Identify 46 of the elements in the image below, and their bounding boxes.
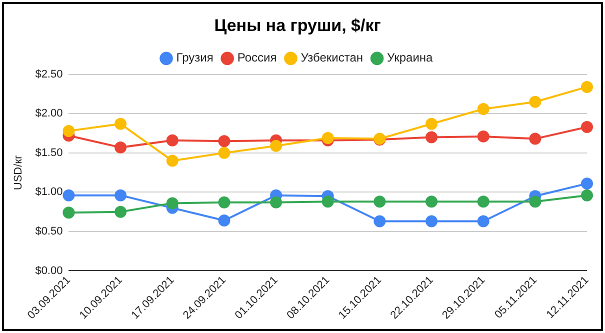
point <box>426 196 438 208</box>
point <box>218 146 230 159</box>
point <box>374 215 386 228</box>
point <box>166 134 178 146</box>
legend-label: Украина <box>387 50 434 65</box>
point <box>114 141 127 154</box>
y-axis-title: USD/кг <box>12 155 25 190</box>
point <box>477 196 490 208</box>
y-tick-label: $2.50 <box>35 68 63 80</box>
y-tick-label: $0.00 <box>35 264 63 277</box>
y-tick-label: $0.50 <box>35 226 63 238</box>
point <box>581 80 593 93</box>
point <box>477 215 490 228</box>
point <box>529 196 542 208</box>
point <box>166 197 178 210</box>
point <box>114 118 127 130</box>
point <box>270 140 282 152</box>
point <box>529 132 542 145</box>
point <box>114 189 127 202</box>
point <box>270 196 282 208</box>
point <box>62 124 75 137</box>
point <box>426 118 438 130</box>
point <box>581 189 593 202</box>
point <box>218 135 230 148</box>
point <box>529 96 542 108</box>
point <box>322 196 334 208</box>
chart-title: Цены на груши, $/кг <box>214 16 381 35</box>
point <box>166 154 178 167</box>
point <box>218 196 230 208</box>
point <box>477 130 490 142</box>
point <box>477 102 490 115</box>
legend-label: Россия <box>237 50 277 65</box>
point <box>114 206 127 218</box>
point <box>62 189 75 202</box>
point <box>581 121 593 134</box>
point <box>426 215 438 228</box>
point <box>374 196 386 208</box>
legend-label: Грузия <box>176 50 214 65</box>
point <box>581 178 593 190</box>
point <box>218 214 230 226</box>
y-tick-label: $2.00 <box>35 108 63 120</box>
y-tick-label: $1.50 <box>35 146 63 159</box>
point <box>426 131 438 144</box>
y-tick-label: $1.00 <box>35 186 63 198</box>
point <box>62 206 75 219</box>
legend-label: Узбекистан <box>300 50 364 65</box>
